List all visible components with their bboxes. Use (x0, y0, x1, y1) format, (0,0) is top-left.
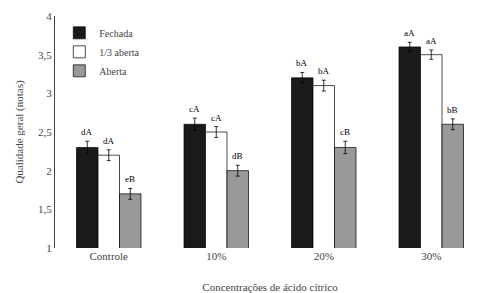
svg-text:bA: bA (296, 58, 308, 68)
svg-text:1/3 aberta: 1/3 aberta (99, 47, 139, 58)
svg-text:dB: dB (232, 151, 243, 161)
svg-text:dA: dA (81, 127, 93, 137)
svg-text:cA: cA (211, 113, 222, 123)
svg-text:30%: 30% (421, 250, 441, 262)
svg-text:bB: bB (447, 105, 458, 115)
svg-text:dA: dA (103, 136, 115, 146)
svg-text:Aberta: Aberta (99, 66, 127, 77)
svg-text:Fechada: Fechada (99, 28, 133, 39)
svg-text:Concentrações de ácido cítrico: Concentrações de ácido cítrico (202, 281, 338, 293)
svg-text:Controle: Controle (90, 250, 129, 262)
svg-text:3: 3 (46, 87, 52, 99)
svg-text:bA: bA (318, 66, 330, 76)
svg-text:1: 1 (46, 242, 52, 254)
svg-text:Qualidade geral (notas): Qualidade geral (notas) (13, 80, 26, 184)
svg-text:1,5: 1,5 (38, 203, 52, 215)
svg-text:aA: aA (404, 28, 415, 38)
svg-text:cA: cA (189, 104, 200, 114)
svg-text:3,5: 3,5 (38, 49, 52, 61)
svg-text:4: 4 (46, 10, 52, 22)
svg-text:2: 2 (46, 165, 52, 177)
svg-text:eB: eB (125, 174, 135, 184)
svg-text:cB: cB (340, 127, 350, 137)
svg-text:20%: 20% (314, 250, 334, 262)
svg-text:aA: aA (426, 36, 437, 46)
svg-text:2,5: 2,5 (38, 126, 52, 138)
svg-text:10%: 10% (206, 250, 226, 262)
